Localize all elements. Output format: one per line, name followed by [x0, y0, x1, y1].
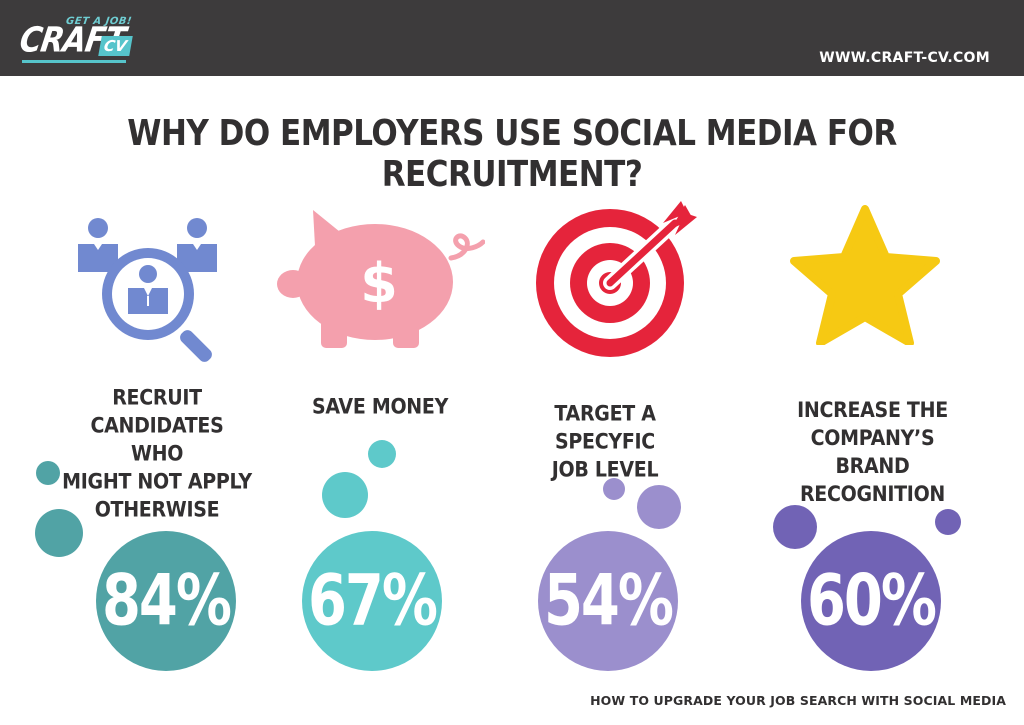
- bubble-medium: [322, 472, 368, 518]
- site-url-link[interactable]: WWW.CRAFT-CV.COM: [819, 50, 990, 66]
- percent-value: 60%: [806, 560, 937, 642]
- bubble-small: [36, 461, 60, 485]
- reason-label-target: TARGET A SPECYFIC JOB LEVEL: [551, 401, 659, 483]
- bubble-medium: [773, 505, 817, 549]
- bubble-small: [368, 440, 396, 468]
- percent-value: 54%: [543, 560, 674, 642]
- percent-circle-recruit: 84%: [96, 531, 236, 671]
- reason-label-brand: INCREASE THE COMPANY’S BRAND RECOGNITION: [797, 398, 948, 507]
- header-bar: GET A JOB! CRAFT CV WWW.CRAFT-CV.COM: [0, 0, 1024, 76]
- bubble-medium: [637, 485, 681, 529]
- piggy-bank-icon: $: [277, 210, 485, 348]
- percent-value: 84%: [101, 560, 232, 642]
- percent-circle-target: 54%: [538, 531, 678, 671]
- star-icon: [790, 205, 940, 345]
- target-icon: [536, 201, 697, 357]
- page-title: WHY DO EMPLOYERS USE SOCIAL MEDIA FOR RE…: [127, 112, 897, 196]
- percent-value: 67%: [307, 560, 438, 642]
- bubble-medium: [35, 509, 83, 557]
- logo-underline: [22, 60, 126, 63]
- percent-circle-save-money: 67%: [302, 531, 442, 671]
- percent-circle-brand: 60%: [801, 531, 941, 671]
- bubble-small: [603, 478, 625, 500]
- bubble-small: [935, 509, 961, 535]
- footer-caption: HOW TO UPGRADE YOUR JOB SEARCH WITH SOCI…: [590, 693, 1006, 708]
- people-search-icon: [78, 218, 217, 362]
- craft-cv-logo[interactable]: GET A JOB! CRAFT CV: [17, 12, 138, 68]
- svg-text:$: $: [360, 252, 398, 315]
- reason-label-recruit: RECRUIT CANDIDATES WHO MIGHT NOT APPLY O…: [62, 385, 252, 523]
- logo-cv-badge: CV: [98, 36, 133, 56]
- reason-label-save-money: SAVE MONEY: [311, 394, 449, 420]
